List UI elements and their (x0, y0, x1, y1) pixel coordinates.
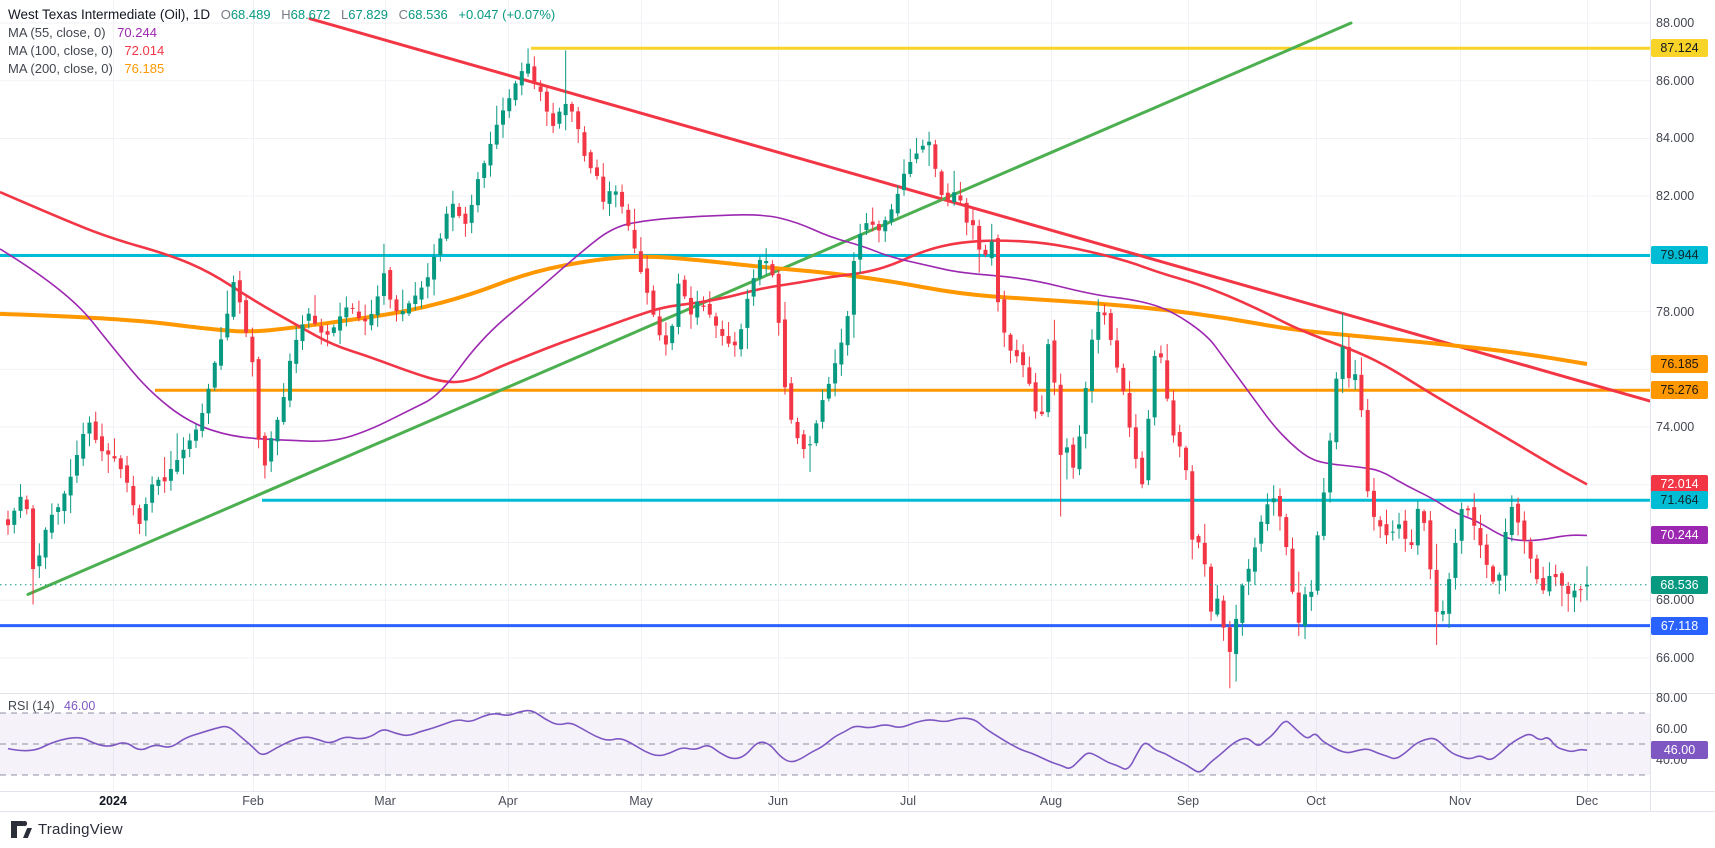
price-label-chip-87.124: 87.124 (1651, 39, 1708, 58)
time-axis-label-May: May (629, 794, 653, 808)
ma55-line[interactable] (0, 214, 1588, 542)
high-label: H (281, 7, 291, 22)
ma100-line[interactable] (0, 190, 1588, 486)
price-tick-86.000: 86.000 (1656, 73, 1695, 88)
price-label-chip-75.276: 75.276 (1651, 381, 1708, 400)
tradingview-logo-icon (11, 820, 32, 838)
ma200-legend-row[interactable]: MA (200, close, 0) 76.185 (8, 60, 555, 78)
time-axis-bottom-border (0, 811, 1715, 812)
time-axis-label-Jun: Jun (767, 794, 789, 808)
ma100-label: MA (100, close, 0) (8, 43, 113, 58)
tradingview-logo[interactable]: TradingView (10, 820, 123, 839)
price-label-chip-67.118: 67.118 (1651, 616, 1708, 635)
rsi-value: 46.00 (64, 699, 96, 713)
price-pane[interactable] (0, 17, 1650, 689)
time-axis-label-2024: 2024 (99, 794, 127, 808)
open-label: O (220, 7, 231, 22)
open-value: 68.489 (230, 7, 271, 22)
time-axis-label-Apr: Apr (498, 794, 518, 808)
price-label-chip-72.014: 72.014 (1651, 475, 1708, 494)
high-value: 68.672 (290, 7, 331, 22)
price-label-chip-68.536: 68.536 (1651, 575, 1708, 594)
rsi-label: RSI (14) (8, 699, 55, 713)
price-tick-74.000: 74.000 (1656, 420, 1695, 435)
ma200-value: 76.185 (124, 61, 165, 76)
ma200-label: MA (200, close, 0) (8, 61, 113, 76)
change-value: +0.047 (+0.07%) (458, 7, 556, 22)
price-tick-88.000: 88.000 (1656, 16, 1695, 30)
ma100-value: 72.014 (124, 43, 165, 58)
rsi-value-chip: 46.00 (1651, 741, 1708, 760)
price-label-chip-71.464: 71.464 (1651, 491, 1708, 510)
rsi-tick-80.00: 80.00 (1656, 690, 1688, 705)
rsi-pane[interactable] (0, 709, 1650, 776)
price-tick-68.000: 68.000 (1656, 593, 1695, 608)
price-tick-84.000: 84.000 (1656, 131, 1695, 146)
time-axis-label-Mar: Mar (374, 794, 396, 808)
price-label-chip-79.944: 79.944 (1651, 246, 1708, 265)
pane-separator[interactable] (0, 693, 1715, 694)
gridlines (0, 0, 1650, 791)
rsi-tick-60.00: 60.00 (1656, 721, 1688, 736)
time-axis-label-Sep: Sep (1176, 794, 1200, 808)
low-value: 67.829 (348, 7, 388, 22)
symbol-row[interactable]: West Texas Intermediate (Oil), 1D O68.48… (8, 6, 555, 24)
close-label: C (398, 7, 409, 22)
time-axis-label-Nov: Nov (1448, 794, 1472, 808)
time-axis-label-Dec: Dec (1575, 794, 1599, 808)
price-label-chip-76.185: 76.185 (1651, 354, 1708, 373)
ma55-label: MA (55, close, 0) (8, 25, 106, 40)
low-label: L (341, 7, 349, 22)
ma55-legend-row[interactable]: MA (55, close, 0) 70.244 (8, 24, 555, 42)
time-axis-label-Jul: Jul (900, 794, 916, 808)
ma100-legend-row[interactable]: MA (100, close, 0) 72.014 (8, 42, 555, 60)
price-tick-66.000: 66.000 (1656, 650, 1695, 665)
price-tick-78.000: 78.000 (1656, 304, 1695, 319)
tradingview-logo-text: TradingView (38, 821, 123, 838)
chart-legend: West Texas Intermediate (Oil), 1D O68.48… (8, 6, 555, 78)
ma55-value: 70.244 (117, 25, 157, 40)
time-axis-label-Oct: Oct (1306, 794, 1326, 808)
price-label-chip-70.244: 70.244 (1651, 526, 1708, 545)
price-tick-82.000: 82.000 (1656, 189, 1695, 204)
time-axis-label-Aug: Aug (1039, 794, 1063, 808)
rsi-legend-row[interactable]: RSI (14) 46.00 (8, 699, 95, 713)
rsi-line (7, 709, 1588, 773)
candlesticks[interactable] (6, 48, 1589, 689)
time-axis-label-Feb: Feb (242, 794, 264, 808)
close-value: 68.536 (408, 7, 448, 22)
rsi-pane-bottom-border (0, 791, 1715, 792)
symbol-title: West Texas Intermediate (Oil), 1D (8, 7, 211, 22)
